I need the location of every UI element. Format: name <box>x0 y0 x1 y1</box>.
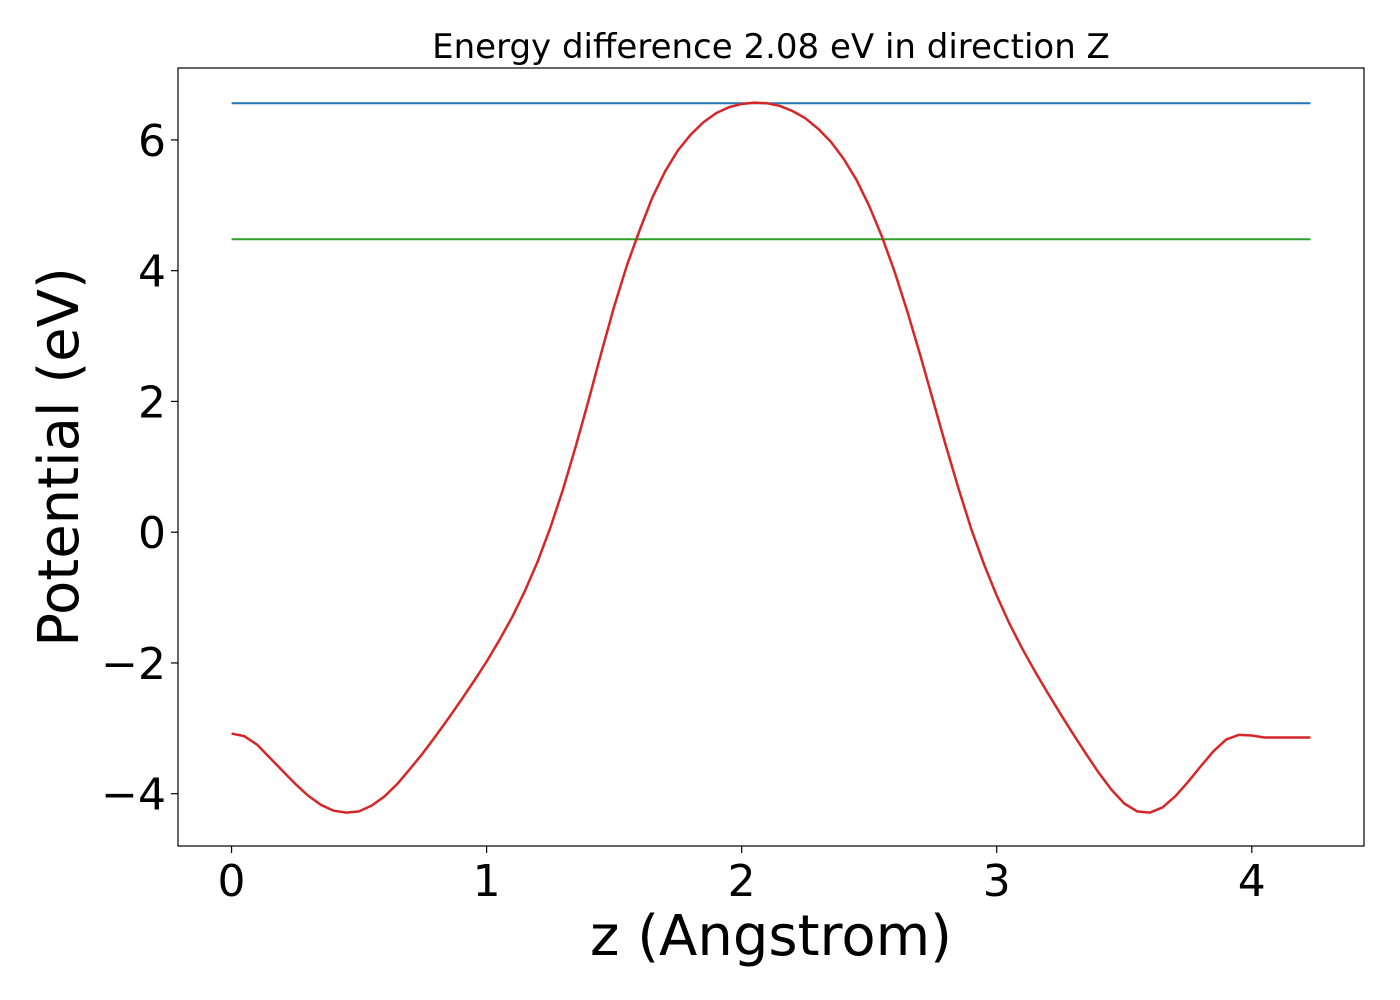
series-line-2 <box>231 101 1311 814</box>
x-tick-label: 0 <box>218 856 246 907</box>
x-tick-label: 2 <box>728 856 756 907</box>
y-tick-label: 6 <box>138 116 166 167</box>
x-axis-title: z (Angstrom) <box>590 904 952 969</box>
chart-title: Energy difference 2.08 eV in direction Z <box>432 27 1110 67</box>
series-layer <box>231 101 1311 814</box>
x-tick-label: 4 <box>1238 856 1266 907</box>
y-tick-label: 4 <box>138 247 166 298</box>
y-tick-label: −2 <box>101 639 166 690</box>
y-tick-label: 2 <box>138 377 166 428</box>
y-axis-title: Potential (eV) <box>27 267 92 647</box>
x-axis-ticks: 0 1 2 3 4 <box>218 846 1266 907</box>
y-axis-ticks: −4 −2 0 2 4 6 <box>101 116 178 821</box>
x-tick-label: 1 <box>473 856 501 907</box>
y-tick-label: 0 <box>138 508 166 559</box>
plot-area <box>177 67 1365 847</box>
y-tick-label: −4 <box>101 770 166 821</box>
x-tick-label: 3 <box>983 856 1011 907</box>
